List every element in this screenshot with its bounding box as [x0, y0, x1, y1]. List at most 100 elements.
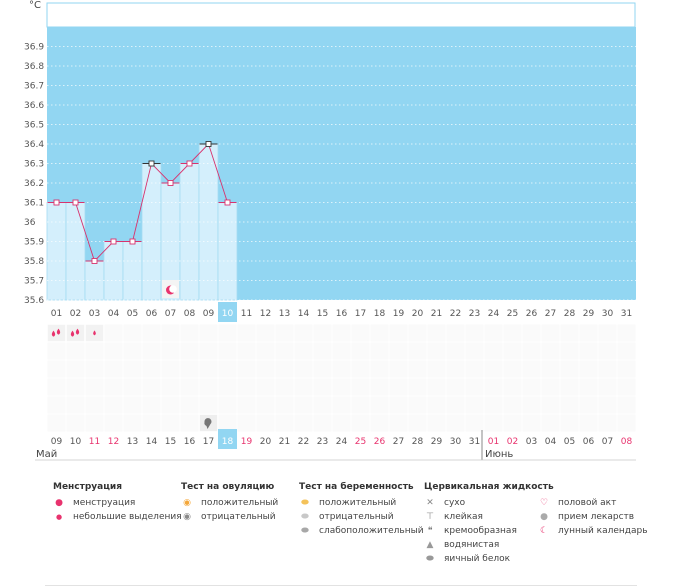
calendar-date: 10	[70, 437, 82, 447]
calendar-date: 06	[583, 437, 595, 447]
y-tick-label: 35.8	[24, 257, 44, 267]
legend-item: ✕ сухо	[424, 496, 554, 510]
calendar-date: 11	[89, 437, 100, 447]
day-number: 27	[545, 309, 556, 319]
temperature-chart: 35.6 35.7 35.8 35.9 36 36.1 36.2 36.3 36.4 36.5 36…	[24, 2, 637, 461]
calendar-date: 28	[412, 437, 424, 447]
month-label: Июнь	[485, 449, 513, 460]
calendar-date: 12	[108, 437, 119, 447]
negative-egg-icon: ⬬	[301, 512, 309, 522]
calendar-date: 04	[545, 437, 557, 447]
temperature-line	[56, 143, 228, 262]
day-number: 28	[564, 309, 576, 319]
bottom-divider	[45, 585, 637, 586]
day-number: 07	[165, 309, 176, 319]
calendar-date: 03	[526, 437, 537, 447]
temperature-bar	[141, 163, 162, 301]
temperature-point	[91, 258, 98, 264]
legend-item-label: половой акт	[558, 498, 617, 508]
calendar-date: 02	[507, 437, 518, 447]
temperature-bar	[103, 241, 124, 301]
calendar-date: 13	[127, 437, 138, 447]
calendar-date: 17	[203, 437, 214, 447]
temperature-point	[224, 199, 231, 206]
temperature-point	[167, 180, 174, 186]
symptom-cell	[67, 325, 84, 341]
temperature-point	[53, 199, 60, 206]
temperature-point	[110, 238, 117, 245]
y-tick-label: 36.7	[24, 82, 44, 92]
day-number: 19	[393, 309, 405, 319]
legend-item-label: небольшие выделения	[73, 512, 182, 522]
y-tick-label: 35.9	[24, 238, 44, 248]
positive-circle-icon: ◉	[183, 498, 191, 508]
y-tick-label: 36.9	[24, 43, 44, 53]
selected-day-highlight	[218, 302, 237, 322]
legend-item: ⬬ яичный белок	[424, 552, 554, 566]
temperature-bar	[46, 202, 67, 301]
negative-circle-icon: ◉	[183, 512, 191, 522]
moon-icon-cut	[169, 285, 177, 293]
legend-cervical-fluid: Цервикальная жидкость ✕ сухо ⊤ клейкая ❝ кремо…	[424, 482, 554, 566]
calendar-date: 22	[298, 437, 309, 447]
sticky-icon: ⊤	[426, 512, 434, 522]
day-number: 31	[621, 309, 632, 319]
day-number: 30	[602, 309, 614, 319]
drop-icon	[75, 328, 80, 335]
day-number: 17	[355, 309, 366, 319]
day-number: 15	[317, 309, 328, 319]
legend-title: Менструация	[53, 482, 122, 492]
drop-icon	[93, 330, 96, 336]
y-tick-label: 36.1	[24, 199, 44, 209]
y-tick-label: 36.3	[24, 160, 44, 170]
drop-icon: ●	[55, 513, 63, 521]
month-label: Май	[36, 449, 57, 460]
positive-egg-icon: ⬬	[301, 498, 309, 508]
day-number: 21	[431, 309, 442, 319]
temperature-point	[186, 160, 193, 167]
day-number: 25	[507, 309, 518, 319]
legend-item: ◉ отрицательный	[181, 510, 278, 524]
watery-icon: ▲	[426, 540, 434, 550]
day-number: 12	[260, 309, 271, 319]
drop-icon	[56, 328, 61, 335]
day-number: 29	[583, 309, 595, 319]
day-number: 05	[127, 309, 138, 319]
temperature-bar	[179, 163, 200, 301]
chart-top-band	[46, 2, 636, 28]
y-tick-label: 35.6	[24, 296, 44, 306]
temperature-bar	[122, 241, 143, 301]
calendar-date: 05	[564, 437, 575, 447]
calendar-date: 01	[488, 437, 499, 447]
legend-item: ☾ лунный календарь	[538, 524, 648, 538]
legend-item: ⬬ слабоположительный	[299, 524, 423, 538]
day-number: 24	[488, 309, 500, 319]
day-number: 20	[412, 309, 424, 319]
calendar-date: 08	[621, 437, 633, 447]
day-number: 09	[203, 309, 215, 319]
legend-title: Цервикальная жидкость	[424, 482, 554, 492]
symptom-cell	[48, 325, 65, 341]
temperature-point	[72, 199, 79, 206]
legend-item: ♡ половой акт	[538, 496, 648, 510]
calendar-date: 23	[317, 437, 328, 447]
day-number: 04	[108, 309, 120, 319]
legend-item-label: кремообразная	[444, 526, 517, 536]
calendar-date: 24	[336, 437, 348, 447]
calendar-date: 15	[165, 437, 176, 447]
legend-item-label: клейкая	[444, 512, 483, 522]
temperature-bar	[217, 202, 238, 301]
legend-item: ▲ водянистая	[424, 538, 554, 552]
day-number: 18	[374, 309, 386, 319]
legend-item-label: отрицательный	[201, 512, 276, 522]
calendar-date: 19	[241, 437, 253, 447]
y-tick-label: 36.5	[24, 121, 44, 131]
y-tick-label: 36.2	[24, 179, 44, 189]
legend-item: ● менструация	[53, 496, 182, 510]
legend-item: ● прием лекарств	[538, 510, 648, 524]
day-number: 06	[146, 309, 158, 319]
legend-item: ⬬ положительный	[299, 496, 424, 510]
drop-icon	[51, 330, 56, 337]
temperature-point	[148, 160, 155, 167]
calendar-date: 14	[146, 437, 158, 447]
